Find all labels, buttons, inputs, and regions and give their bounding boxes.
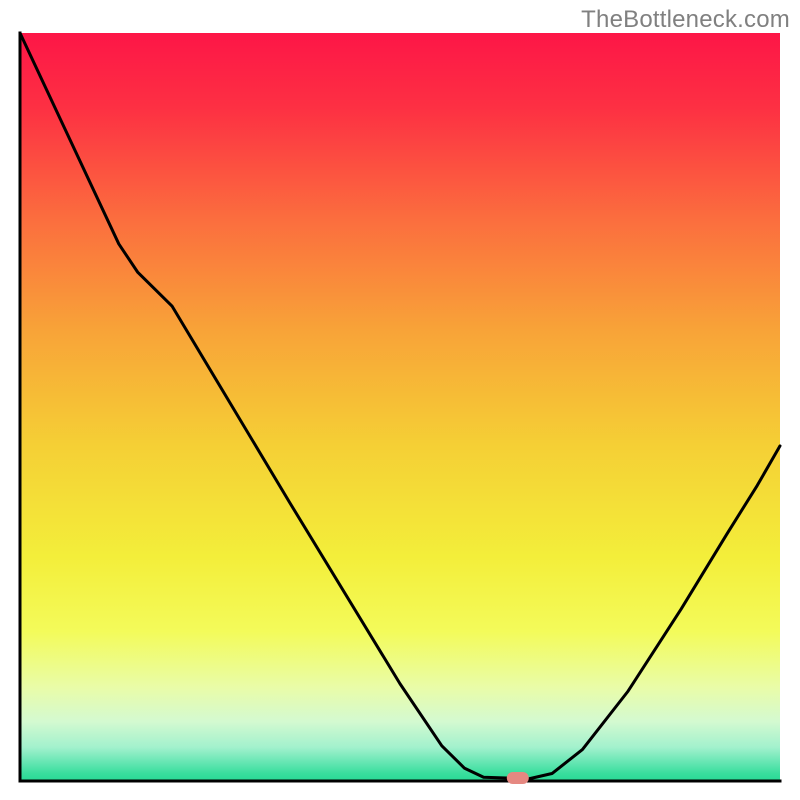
optimal-point-marker [507, 772, 529, 784]
bottleneck-line-chart [0, 0, 800, 800]
plot-background-gradient [20, 33, 780, 781]
chart-container: { "canvas": { "width": 800, "height": 80… [0, 0, 800, 800]
watermark-text: TheBottleneck.com [581, 6, 790, 34]
